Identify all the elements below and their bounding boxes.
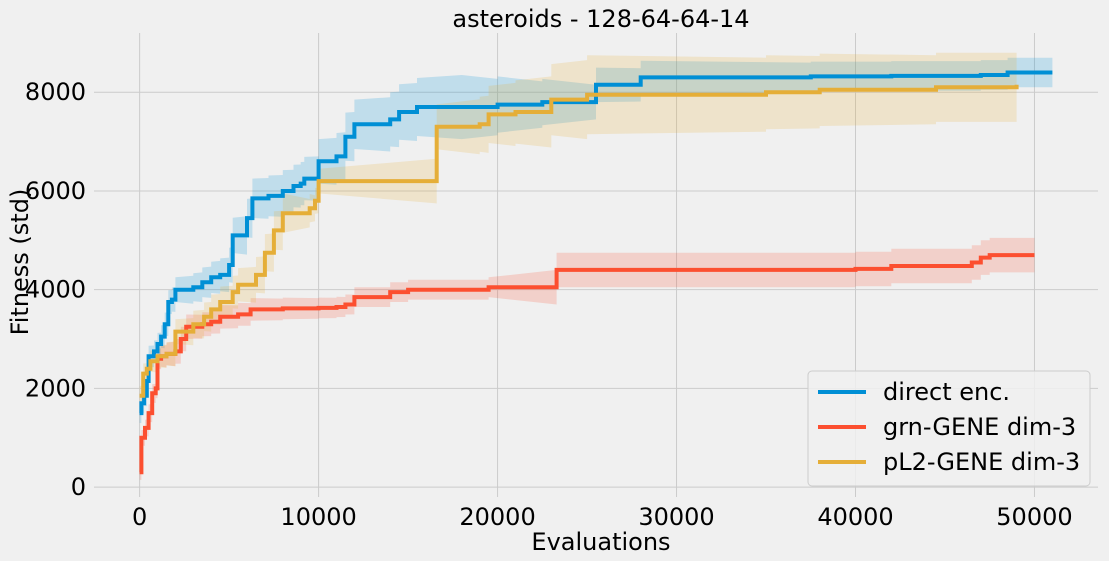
x-tick-label: 50000 [996,503,1072,531]
legend-entry: pL2-GENE dim-3 [883,448,1080,476]
series-lines [139,70,1053,475]
legend: direct enc. grn-GENE dim-3 pL2-GENE dim-3 [807,370,1091,487]
y-tick-label: 8000 [25,78,86,106]
x-tick-label: 30000 [638,503,714,531]
y-tick-label: 4000 [25,276,86,304]
x-tick-label: 20000 [459,503,535,531]
line-series-0 [139,70,1053,416]
y-tick-label: 0 [71,473,86,501]
line-series-2 [139,84,1019,398]
x-axis-ticks: 0 10000 20000 30000 40000 50000 [132,503,1073,531]
x-tick-label: 0 [132,503,147,531]
x-axis-label: Evaluations [531,528,670,556]
legend-box [807,370,1091,487]
y-tick-label: 2000 [25,374,86,402]
legend-entry: direct enc. [883,378,1010,406]
std-band-series-0 [139,57,1053,424]
y-axis-label: Fitness (std) [6,189,34,336]
line-series-1 [139,253,1035,475]
legend-entry: grn-GENE dim-3 [883,413,1076,441]
chart-title: asteroids - 128-64-64-14 [452,5,749,33]
x-tick-label: 40000 [817,503,893,531]
std-band-series-2 [139,50,1017,406]
x-tick-label: 10000 [280,503,356,531]
y-axis-ticks: 0 2000 4000 6000 8000 [25,78,86,501]
y-tick-label: 6000 [25,177,86,205]
